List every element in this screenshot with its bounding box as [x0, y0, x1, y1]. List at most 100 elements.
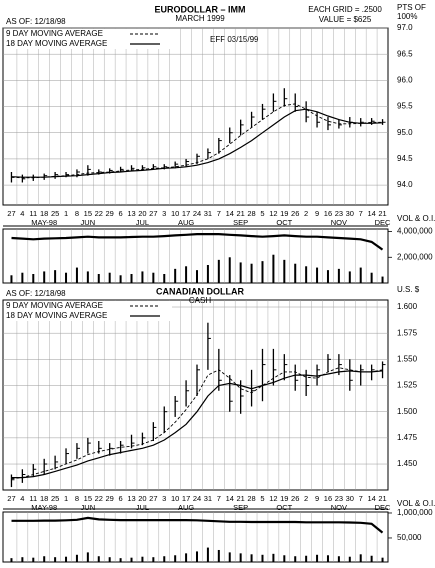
volume-bar	[326, 270, 329, 283]
x-tick-label: 22	[95, 494, 103, 503]
x-tick-label: 19	[280, 494, 288, 503]
y-tick-label: 94.0	[397, 180, 413, 189]
volume-label: VOL & O.I.	[397, 499, 435, 508]
volume-bar	[43, 271, 46, 283]
volume-bar	[174, 555, 177, 562]
legend-label: 18 DAY MOVING AVERAGE	[6, 39, 107, 48]
volume-bar	[316, 554, 319, 562]
open-interest-line	[11, 233, 384, 251]
x-tick-label: 5	[260, 209, 264, 218]
volume-bar	[206, 265, 209, 283]
x-tick-label: 2	[304, 494, 308, 503]
y-tick-label: 1.525	[397, 381, 418, 390]
volume-bar	[185, 266, 188, 283]
as-of: AS OF: 12/18/98	[6, 17, 66, 26]
volume-bar	[152, 557, 155, 562]
volume-bar	[130, 557, 133, 562]
volume-bar	[359, 554, 362, 562]
x-tick-label: 17	[182, 209, 190, 218]
month-label: JUN	[81, 218, 96, 227]
volume-bar	[228, 552, 231, 562]
oi-tick-label: 1,000,000	[397, 508, 433, 517]
x-tick-label: 5	[260, 494, 264, 503]
x-tick-label: 11	[29, 209, 37, 218]
x-tick-label: 30	[346, 209, 354, 218]
volume-bar	[239, 553, 242, 562]
volume-bar	[54, 270, 57, 283]
open-interest-line	[11, 516, 384, 534]
volume-bar	[326, 555, 329, 562]
x-tick-label: 9	[315, 494, 319, 503]
chart-title: CANADIAN DOLLAR	[156, 286, 244, 296]
y-tick-label: 95.0	[397, 128, 413, 137]
volume-bar	[337, 268, 340, 283]
volume-bar	[65, 556, 68, 562]
y-tick-label: 94.5	[397, 154, 413, 163]
moving-average-line	[11, 108, 383, 178]
moving-average-line	[11, 103, 383, 179]
volume-bar	[163, 274, 166, 283]
x-tick-label: 13	[127, 209, 135, 218]
month-label: JUN	[81, 503, 96, 512]
x-tick-label: 10	[171, 209, 179, 218]
volume-bar	[305, 266, 308, 283]
x-tick-label: 15	[84, 494, 92, 503]
volume-bar	[196, 270, 198, 283]
moving-average-line	[11, 367, 383, 480]
y-tick-label: 1.575	[397, 328, 418, 337]
y-axis-label: U.S. $	[397, 285, 420, 294]
x-tick-label: 13	[127, 494, 135, 503]
x-tick-label: 31	[204, 209, 212, 218]
x-tick-label: 26	[291, 209, 299, 218]
volume-bar	[250, 554, 253, 562]
volume-bar	[261, 554, 264, 562]
moving-average-line	[11, 370, 383, 479]
legend-box	[4, 39, 172, 49]
month-label: AUG	[178, 503, 194, 512]
volume-bar	[97, 556, 100, 562]
y-tick-label: 97.0	[397, 23, 413, 32]
volume-bar	[370, 272, 373, 283]
y-tick-label: 95.5	[397, 102, 413, 111]
x-tick-label: 27	[7, 209, 15, 218]
x-tick-label: 19	[280, 209, 288, 218]
x-tick-label: 12	[269, 209, 277, 218]
y-tick-label: 1.450	[397, 459, 418, 468]
volume-bar	[217, 549, 220, 562]
volume-bar	[359, 267, 362, 283]
x-tick-label: 4	[20, 209, 24, 218]
month-label: MAY-98	[31, 218, 57, 227]
volume-tick-label: 4,000,000	[397, 227, 433, 236]
x-tick-label: 14	[367, 209, 375, 218]
x-tick-label: 16	[324, 209, 332, 218]
x-tick-label: 7	[359, 494, 363, 503]
month-label: JUL	[136, 218, 149, 227]
x-tick-label: 10	[171, 494, 179, 503]
x-tick-label: 21	[378, 209, 386, 218]
x-tick-label: 27	[149, 494, 157, 503]
x-tick-label: 20	[138, 494, 146, 503]
legend-box	[4, 311, 172, 321]
x-tick-label: 3	[162, 209, 166, 218]
volume-bar	[316, 267, 319, 283]
volume-bar	[337, 556, 340, 562]
x-tick-label: 30	[346, 494, 354, 503]
x-tick-label: 8	[75, 494, 79, 503]
x-tick-label: 21	[236, 494, 244, 503]
x-tick-label: 6	[119, 494, 123, 503]
x-tick-label: 24	[193, 494, 201, 503]
chart-title: EURODOLLAR – IMM	[155, 4, 246, 14]
chart-subtitle: CASH	[189, 296, 211, 305]
chart-subtitle: MARCH 1999	[175, 14, 225, 23]
volume-bar	[294, 263, 297, 283]
month-label: JUL	[136, 503, 149, 512]
volume-bar	[381, 276, 384, 283]
volume-bar	[32, 557, 35, 562]
y-tick-label: 1.500	[397, 407, 418, 416]
x-tick-label: 7	[359, 209, 363, 218]
annotation: EFF 03/15/99	[210, 35, 259, 44]
x-tick-label: 26	[291, 494, 299, 503]
x-tick-label: 16	[324, 494, 332, 503]
